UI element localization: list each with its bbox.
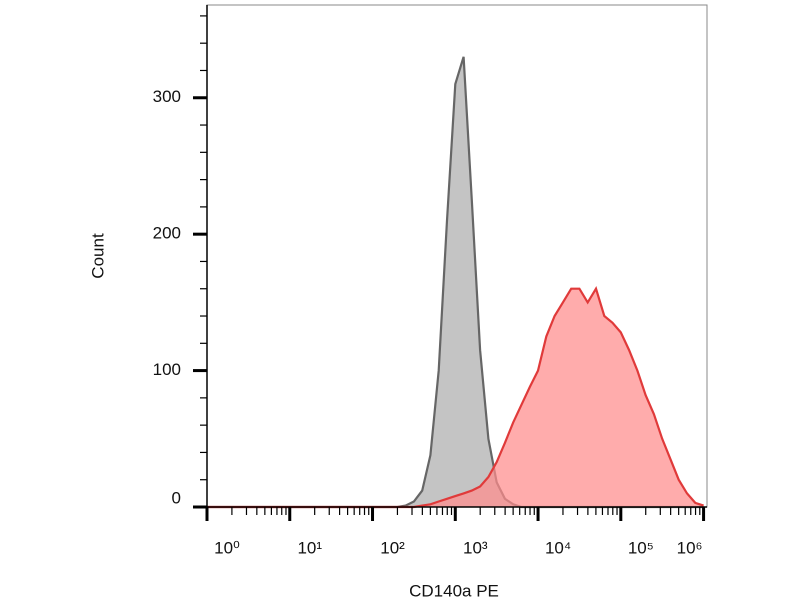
y-tick-label: 100 — [153, 360, 181, 379]
area-fill — [207, 288, 704, 507]
y-tick-label: 200 — [153, 224, 181, 243]
x-tick-label: 10⁰ — [214, 538, 240, 557]
x-tick-label: 10¹ — [297, 538, 322, 557]
x-axis-label: CD140a PE — [409, 581, 499, 600]
y-tick-label: 300 — [153, 87, 181, 106]
x-tick-label: 10⁶ — [677, 538, 703, 557]
x-tick-label: 10² — [380, 538, 405, 557]
y-tick-label: 0 — [172, 488, 181, 507]
x-tick-label: 10⁴ — [545, 538, 571, 557]
area-line — [207, 286, 704, 509]
x-tick-label: 10³ — [463, 538, 488, 557]
y-axis-label: Count — [88, 233, 107, 279]
x-tick-label: 10⁵ — [628, 538, 654, 557]
area-fill — [207, 56, 704, 508]
